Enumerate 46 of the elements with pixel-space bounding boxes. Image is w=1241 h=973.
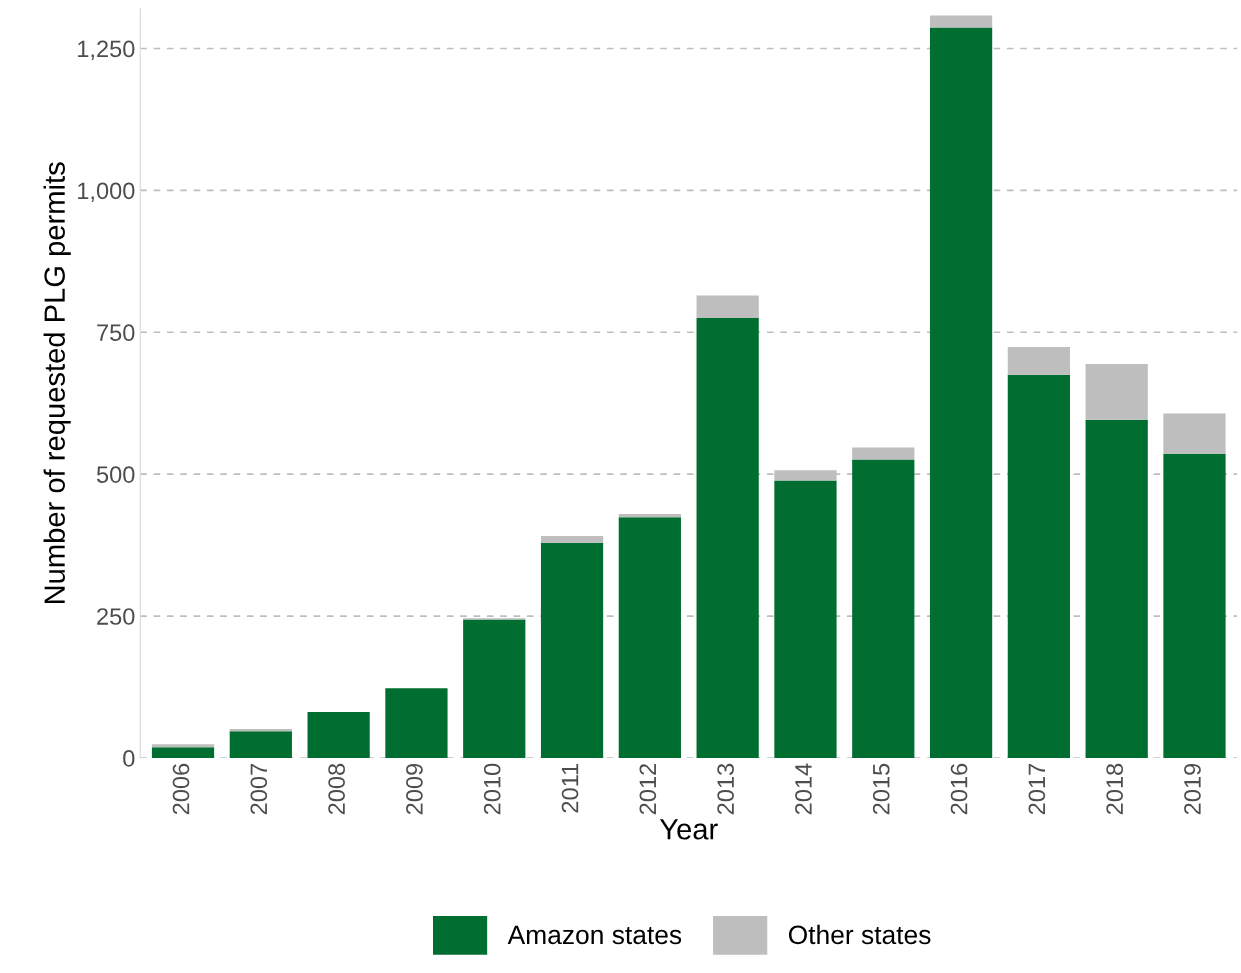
x-tick-label: 2014 — [795, 763, 812, 815]
bar — [1085, 419, 1148, 758]
y-tick-label: 250 — [97, 608, 135, 625]
x-tick-label: 2017 — [1028, 764, 1046, 815]
bar — [151, 747, 215, 758]
bar — [1085, 364, 1148, 420]
x-tick-label: 2010 — [483, 763, 501, 815]
y-tick-label: 750 — [97, 324, 135, 342]
bar — [774, 480, 837, 758]
bar — [1163, 453, 1226, 758]
bar — [929, 27, 993, 758]
legend-label: Other states — [788, 924, 931, 945]
y-tick-label: 0 — [123, 750, 135, 767]
x-tick-label: 2012 — [639, 764, 657, 815]
bar — [1163, 413, 1226, 454]
x-tick-label: 2019 — [1184, 763, 1201, 815]
bar — [696, 318, 759, 758]
x-axis-title: Year — [659, 819, 718, 840]
bar — [229, 731, 292, 758]
y-tick-label: 500 — [96, 466, 135, 483]
x-tick-label: 2009 — [406, 763, 423, 815]
bar — [1007, 374, 1070, 758]
bar — [1007, 347, 1070, 375]
bar — [618, 517, 681, 758]
bar — [463, 619, 526, 758]
bar — [307, 711, 370, 758]
bar — [696, 295, 759, 319]
y-tick-label: 1,000 — [78, 182, 135, 202]
x-tick-label: 2006 — [172, 763, 190, 815]
x-tick-label: 2008 — [328, 763, 345, 815]
bar — [540, 536, 604, 543]
bar — [540, 542, 604, 758]
bar — [852, 447, 915, 460]
x-tick-label: 2011 — [561, 763, 579, 813]
x-tick-label: 2018 — [1106, 763, 1124, 815]
x-tick-label: 2016 — [950, 763, 968, 815]
bar — [151, 744, 215, 748]
x-tick-label: 2007 — [250, 764, 268, 815]
bar — [929, 15, 993, 28]
legend-label: Amazon states — [507, 925, 682, 945]
y-axis-title: Number of requested PLG permits — [43, 162, 71, 604]
bar — [385, 688, 448, 758]
x-tick-label: 2015 — [872, 763, 890, 815]
x-tick-label: 2013 — [717, 763, 734, 815]
bar — [852, 459, 915, 758]
y-tick-label: 1,250 — [78, 40, 135, 61]
